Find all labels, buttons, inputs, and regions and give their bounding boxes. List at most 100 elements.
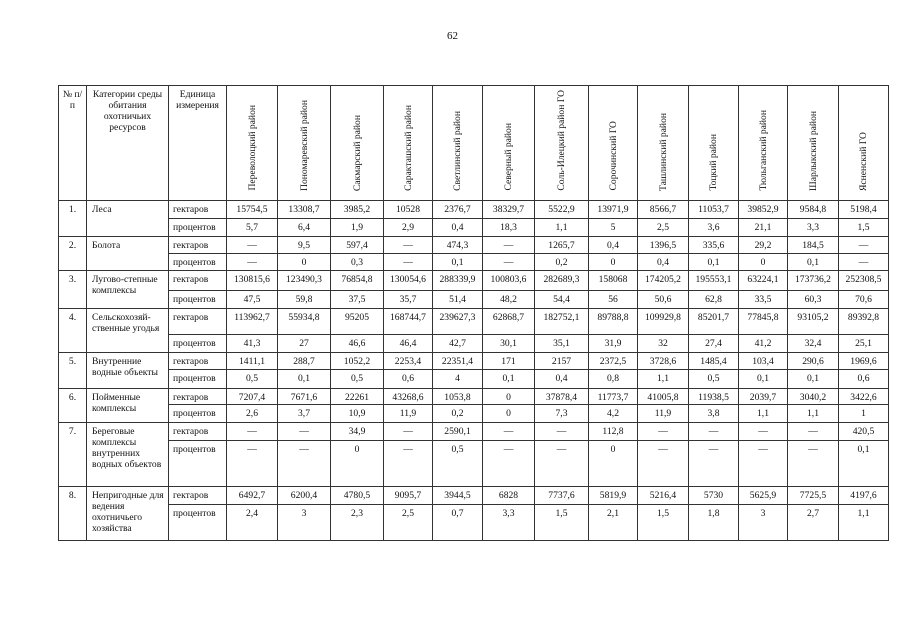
value-cell: —	[637, 421, 689, 441]
value-cell: —	[482, 421, 535, 441]
value-cell: 2,7	[787, 503, 839, 541]
value-cell: —	[277, 439, 331, 487]
value-cell: 173736,2	[787, 269, 839, 291]
value-cell: 184,5	[787, 235, 839, 254]
value-cell: 0	[330, 439, 384, 487]
value-cell: 47,5	[226, 289, 278, 309]
value-cell: 0,6	[838, 368, 889, 389]
value-cell: 6828	[482, 485, 535, 505]
value-cell: 3,7	[277, 403, 331, 423]
value-cell: 13971,9	[588, 199, 638, 219]
header-row: № п/п Категории среды обитания охотничьи…	[58, 85, 889, 201]
row-unit: процентов	[168, 289, 227, 309]
value-cell: —	[738, 421, 788, 441]
value-cell: 0,4	[637, 252, 689, 271]
table-row: процентов 41,3 27 46,6 46,4 42,7 30,1 35,1 31,9 3…	[59, 333, 889, 353]
header-unit: Единица измерения	[168, 85, 227, 201]
row-number: 4.	[58, 307, 87, 353]
value-cell: 0,2	[534, 252, 589, 271]
header-district-label: Переволоцкий район	[246, 105, 258, 191]
value-cell: 60,3	[787, 289, 839, 309]
value-cell: 70,6	[838, 289, 889, 309]
page-number: 62	[447, 30, 458, 42]
value-cell: —	[226, 439, 278, 487]
row-number: 5.	[58, 351, 87, 389]
row-category: Болота	[86, 235, 169, 271]
header-district: Тюльганский район	[738, 85, 788, 201]
header-district-label: Шарлыкский район	[807, 110, 819, 191]
row-unit: гектаров	[168, 307, 227, 335]
value-cell: —	[383, 252, 433, 271]
header-district: Переволоцкий район	[226, 85, 278, 201]
value-cell: 2,5	[383, 503, 433, 541]
value-cell: 103,4	[738, 351, 788, 370]
value-cell: —	[277, 421, 331, 441]
value-cell: 1411,1	[226, 351, 278, 370]
value-cell: 46,6	[330, 333, 384, 353]
header-district-label: Светлинский район	[452, 110, 463, 191]
header-district: Тоцкий район	[688, 85, 739, 201]
value-cell: 62,8	[688, 289, 739, 309]
value-cell: —	[688, 421, 739, 441]
value-cell: 63224,1	[738, 269, 788, 291]
header-district: Сакмарский район	[330, 85, 384, 201]
value-cell: 182752,1	[534, 307, 589, 335]
value-cell: 21,1	[738, 217, 788, 237]
header-district: Северный район	[482, 85, 535, 201]
row-category: Сельскохозяй-ственные угодья	[86, 307, 169, 353]
value-cell: 1,9	[330, 217, 384, 237]
value-cell: 0	[482, 387, 535, 405]
value-cell: 8566,7	[637, 199, 689, 219]
value-cell: 2253,4	[383, 351, 433, 370]
value-cell: 7207,4	[226, 387, 278, 405]
value-cell: 3040,2	[787, 387, 839, 405]
value-cell: 3,3	[482, 503, 535, 541]
header-district: Саракташский район	[383, 85, 433, 201]
value-cell: 4197,6	[838, 485, 889, 505]
row-number: 7.	[58, 421, 87, 487]
value-cell: 54,4	[534, 289, 589, 309]
value-cell: 123490,3	[277, 269, 331, 291]
table-row: процентов 5,7 6,4 1,9 2,9 0,4 18,3 1,1 5 2,5 3,6 21…	[59, 217, 889, 237]
value-cell: 1,5	[534, 503, 589, 541]
value-cell: 11773,7	[588, 387, 638, 405]
row-number: 8.	[58, 485, 87, 541]
value-cell: 1,5	[838, 217, 889, 237]
value-cell: 4	[432, 368, 483, 389]
value-cell: —	[226, 235, 278, 254]
table-row: 7. Береговые комплексы внутренних водных …	[58, 421, 889, 487]
value-cell: 252308,5	[838, 269, 889, 291]
row-number: 3.	[58, 269, 87, 309]
value-cell: —	[226, 252, 278, 271]
value-cell: 0	[588, 439, 638, 487]
value-cell: 33,5	[738, 289, 788, 309]
header-district: Пономаревский район	[277, 85, 331, 201]
value-cell: 0	[482, 403, 535, 423]
value-cell: 335,6	[688, 235, 739, 254]
value-cell: 239627,3	[432, 307, 483, 335]
value-cell: 22261	[330, 387, 384, 405]
value-cell: 5198,4	[838, 199, 889, 219]
value-cell: 0,1	[482, 368, 535, 389]
value-cell: 25,1	[838, 333, 889, 353]
value-cell: 7671,6	[277, 387, 331, 405]
value-cell: 59,8	[277, 289, 331, 309]
value-cell: 5	[588, 217, 638, 237]
value-cell: 27,4	[688, 333, 739, 353]
value-cell: 27	[277, 333, 331, 353]
value-cell: 7725,5	[787, 485, 839, 505]
value-cell: 41,3	[226, 333, 278, 353]
value-cell: 3728,6	[637, 351, 689, 370]
value-cell: 93105,2	[787, 307, 839, 335]
value-cell: —	[383, 421, 433, 441]
value-cell: 51,4	[432, 289, 483, 309]
value-cell: 2039,7	[738, 387, 788, 405]
value-cell: 41005,8	[637, 387, 689, 405]
value-cell: 1485,4	[688, 351, 739, 370]
value-cell: 2,4	[226, 503, 278, 541]
value-cell: 112,8	[588, 421, 638, 441]
value-cell: 11053,7	[688, 199, 739, 219]
value-cell: 174205,2	[637, 269, 689, 291]
value-cell: 0,1	[688, 252, 739, 271]
header-district-label: Саракташский район	[402, 104, 414, 191]
